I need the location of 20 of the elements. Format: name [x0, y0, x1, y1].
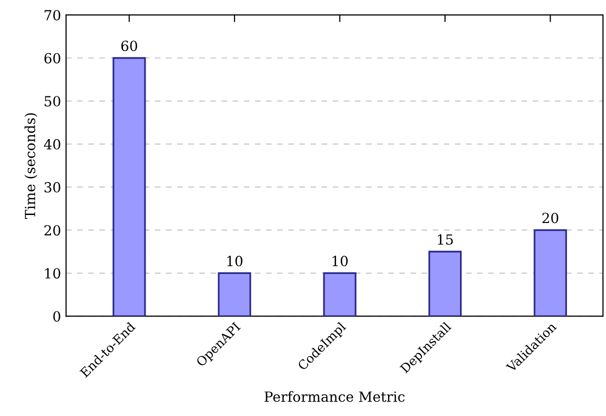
y-tick-label: 0	[53, 311, 60, 322]
x-axis-title: Performance Metric	[264, 391, 405, 402]
y-axis-title: Time (seconds)	[24, 113, 38, 219]
y-tick-label: 50	[44, 96, 60, 107]
bar	[323, 272, 356, 316]
data-label: 10	[227, 256, 242, 266]
bar	[112, 57, 146, 316]
y-tick-label: 10	[45, 268, 60, 279]
y-tick-label: 20	[44, 225, 60, 236]
data-label: 10	[332, 256, 348, 266]
y-tick-label: 70	[44, 10, 60, 20]
bar	[534, 229, 567, 316]
data-label: 60	[121, 40, 138, 52]
bar	[218, 272, 252, 316]
data-label: 20	[542, 212, 558, 224]
y-tick-label: 60	[44, 52, 60, 64]
bar	[428, 250, 462, 316]
y-tick-label: 30	[44, 182, 60, 193]
y-tick-label: 40	[44, 139, 60, 150]
data-label: 15	[438, 234, 453, 245]
